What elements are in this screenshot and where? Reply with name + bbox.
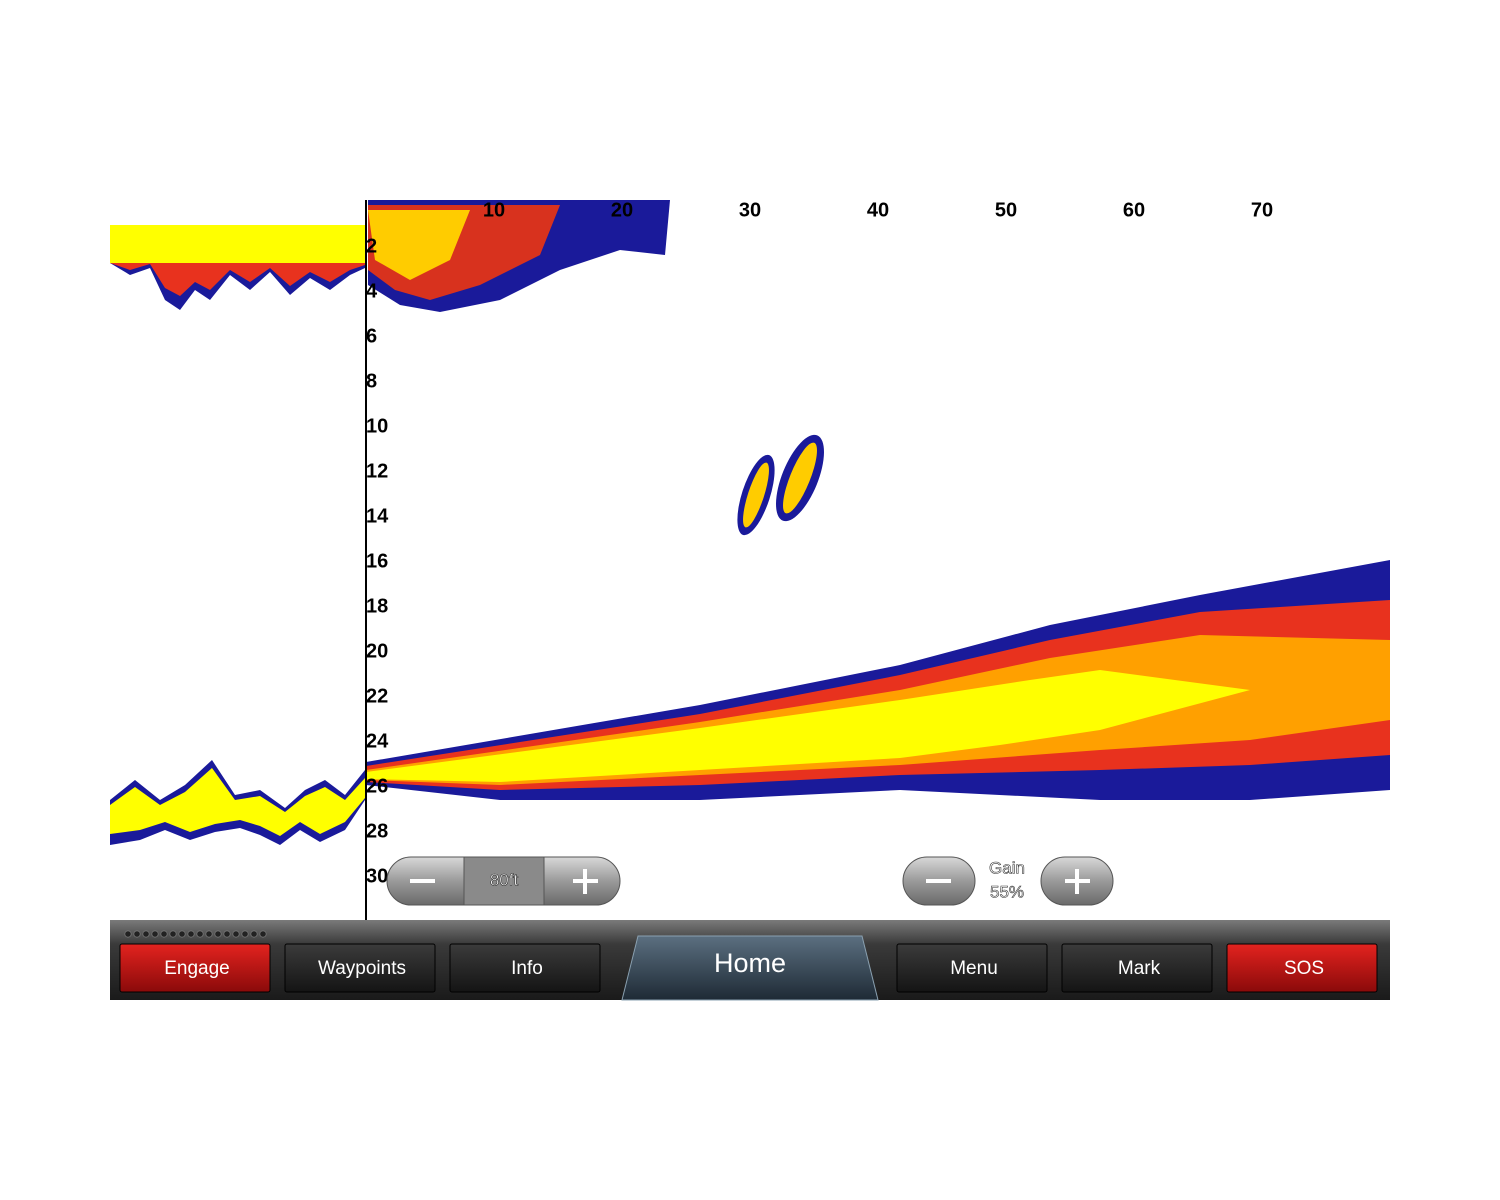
gain-control: Gain 55% <box>902 856 1114 906</box>
depth-tick-label: 16 <box>366 550 388 572</box>
page-dot <box>259 930 267 938</box>
depth-tick-label: 10 <box>366 415 388 437</box>
page-dot <box>241 930 249 938</box>
nav-label: SOS <box>1284 958 1324 979</box>
range-tick-label: 40 <box>867 199 889 221</box>
nav-button[interactable] <box>449 943 601 993</box>
depth-tick-label: 22 <box>366 685 388 707</box>
nav-label: Waypoints <box>318 958 406 979</box>
page-dot <box>250 930 258 938</box>
depth-tick-label: 28 <box>366 820 388 842</box>
depth-tick-label: 18 <box>366 595 388 617</box>
home-label: Home <box>714 948 786 978</box>
depth-tick-label: 12 <box>366 460 388 482</box>
nav-label: Menu <box>950 958 998 979</box>
depth-tick-label: 4 <box>366 280 378 302</box>
range-tick-label: 50 <box>995 199 1017 221</box>
depth-tick-label: 24 <box>366 730 389 752</box>
page-dot <box>214 930 222 938</box>
nav-label: Engage <box>164 958 230 979</box>
page-dot <box>178 930 186 938</box>
zoom-range: 80ft <box>490 870 519 889</box>
depth-tick-label: 6 <box>366 325 377 347</box>
page-dot <box>205 930 213 938</box>
range-tick-label: 10 <box>483 199 505 221</box>
nav-button[interactable] <box>119 943 271 993</box>
nav-button[interactable] <box>1226 943 1378 993</box>
history-returns <box>110 225 365 845</box>
nav-button[interactable] <box>284 943 436 993</box>
page-dot <box>169 930 177 938</box>
range-tick-label: 20 <box>611 199 633 221</box>
nav-buttons: Engage Waypoints Info Home Menu Mark SOS <box>119 935 1378 1001</box>
depth-tick-label: 30 <box>366 865 388 887</box>
page-dot <box>151 930 159 938</box>
range-tick-label: 60 <box>1123 199 1145 221</box>
page-dot <box>196 930 204 938</box>
depth-tick-label: 8 <box>366 370 377 392</box>
page-dot <box>232 930 240 938</box>
range-tick-label: 30 <box>739 199 761 221</box>
zoom-in-button[interactable] <box>573 869 598 894</box>
nav-label: Info <box>511 958 543 979</box>
page-dot <box>124 930 132 938</box>
page-dots <box>124 930 267 938</box>
depth-tick-label: 2 <box>366 235 377 257</box>
depth-tick-label: 26 <box>366 775 388 797</box>
zoom-control: 80ft <box>386 856 621 906</box>
depth-tick-label: 20 <box>366 640 388 662</box>
page-dot <box>223 930 231 938</box>
forward-returns <box>366 200 1390 800</box>
nav-button[interactable] <box>896 943 1048 993</box>
gain-value: 55% <box>990 882 1024 901</box>
page-dot <box>187 930 195 938</box>
nav-button[interactable] <box>1061 943 1213 993</box>
range-tick-label: 70 <box>1251 199 1273 221</box>
page-dot <box>133 930 141 938</box>
gain-label: Gain <box>989 858 1025 877</box>
page-dot <box>160 930 168 938</box>
page-dot <box>142 930 150 938</box>
nav-label: Mark <box>1118 958 1161 979</box>
home-button[interactable] <box>621 935 879 1001</box>
depth-tick-label: 14 <box>366 505 389 527</box>
